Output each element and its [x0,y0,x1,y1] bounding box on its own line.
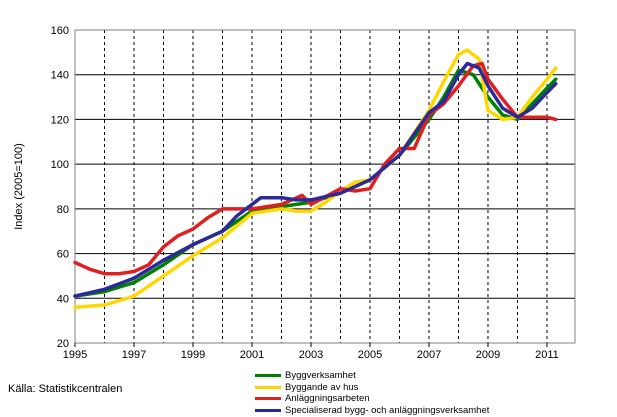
y-tick-label: 80 [57,204,69,216]
y-tick-label: 60 [57,249,69,261]
y-axis-label: Index (2005=100) [13,143,25,230]
x-tick-label: 2011 [535,349,559,361]
legend-label: Anläggningsarbeten [285,393,370,404]
legend-item: Anläggningsarbeten [255,393,489,405]
legend-swatch [255,408,281,412]
legend-item: Byggande av hus [255,382,489,394]
legend-swatch [255,385,281,389]
legend-item: Byggverksamhet [255,370,489,382]
plot-frame [74,29,576,344]
legend-label: Byggande av hus [285,381,359,393]
legend: Byggverksamhet Byggande av hus Anläggnin… [255,370,489,416]
series-line-4 [73,61,558,298]
y-tick-label: 120 [51,114,69,126]
y-tick-label: 40 [57,293,69,305]
x-tick-label: 1999 [181,349,205,361]
legend-swatch [255,397,281,401]
x-tick-label: 2001 [240,349,264,361]
x-tick-label: 1997 [122,349,146,361]
legend-swatch [255,374,281,378]
y-tick-label: 140 [51,70,69,82]
x-tick-label: 2009 [476,349,500,361]
legend-label: Specialiserad bygg- och anläggningsverks… [285,404,490,416]
legend-label: Byggverksamhet [285,370,356,381]
y-tick-label: 20 [57,338,69,350]
source-note: Källa: Statistikcentralen [8,383,123,395]
series-line-1 [73,68,558,298]
x-tick-label: 2005 [358,349,382,361]
y-tick-label: 160 [51,25,69,37]
x-tick-label: 1995 [63,349,87,361]
x-tick-label: 2003 [299,349,323,361]
legend-item: Specialiserad bygg- och anläggningsverks… [255,405,489,417]
series-line-2 [73,48,558,309]
x-tick-label: 2007 [417,349,441,361]
y-tick-label: 100 [51,159,69,171]
